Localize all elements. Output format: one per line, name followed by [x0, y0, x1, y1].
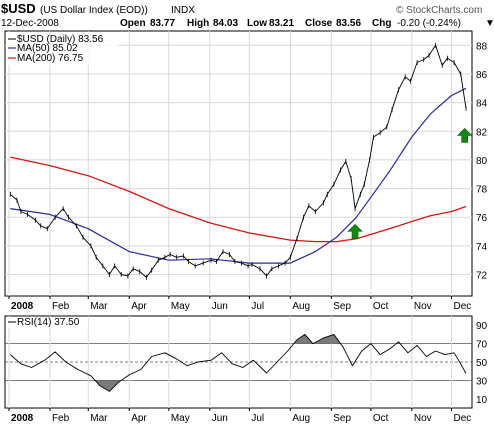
rsi-x-tick-label: May	[171, 413, 190, 424]
open-value: 83.77	[150, 18, 175, 29]
rsi-x-tick-label: Aug	[292, 413, 310, 424]
high-label: High	[187, 18, 209, 29]
exchange-label: INDX	[171, 5, 195, 16]
price-y-tick-label: 80	[476, 156, 488, 167]
up-arrow-icon	[347, 223, 363, 239]
price-x-tick-label: Jun	[212, 301, 228, 312]
change-value: -0.20 (-0.24%)	[397, 18, 461, 29]
legend-background	[6, 32, 118, 65]
price-x-tick-label: Sep	[333, 301, 351, 312]
price-x-tick-label: Jul	[251, 301, 264, 312]
rsi-x-tick-label: Nov	[414, 413, 432, 424]
quote-date: 12-Dec-2008	[1, 18, 59, 29]
rsi-x-tick-label: 2008	[11, 413, 34, 424]
open-label: Open	[120, 18, 146, 29]
rsi-y-tick-label: 90	[476, 321, 488, 332]
ma200-line	[10, 156, 467, 243]
price-y-tick-label: 78	[476, 185, 488, 196]
rsi-overbought-area	[293, 334, 313, 344]
price-x-axis: 2008 Feb Mar Apr May Jun Jul Aug Sep Oct Nov Dec	[8, 296, 471, 312]
rsi-x-tick-label: Mar	[90, 413, 108, 424]
price-x-tick-label: Dec	[453, 301, 471, 312]
price-y-tick-label: 76	[476, 213, 488, 224]
rsi-y-tick-label: 10	[476, 395, 488, 406]
price-x-tick-label: May	[171, 301, 190, 312]
low-value: 83.21	[269, 18, 294, 29]
rsi-y-tick-label: 70	[476, 340, 488, 351]
low-label: Low	[247, 18, 267, 29]
price-y-tick-label: 84	[476, 99, 488, 110]
legend-ma50-label: MA(50) 85.02	[17, 43, 78, 54]
price-y-tick-label: 88	[476, 41, 488, 52]
rsi-y-axis: 10 30 50 70 90	[476, 321, 488, 406]
rsi-x-tick-label: Apr	[131, 413, 147, 424]
price-y-axis: 72 74 76 78 80 82 84 86 88	[476, 41, 488, 281]
price-x-tick-label: Oct	[373, 301, 389, 312]
rsi-series-layer	[10, 333, 467, 392]
rsi-grid	[5, 316, 472, 408]
watermark-text: © StockCharts.com	[396, 5, 482, 16]
price-y-tick-label: 74	[476, 242, 488, 253]
price-grid	[5, 31, 472, 296]
rsi-x-tick-label: Feb	[52, 413, 70, 424]
rsi-panel: 10 30 50 70 90 2008 Feb Mar Apr May Jun Jul Aug Sep O…	[4, 315, 488, 424]
price-y-tick-label: 82	[476, 127, 488, 138]
change-label: Chg	[372, 18, 391, 29]
price-panel: 72 74 76 78 80 82 84 86 88 2008 Feb Mar Apr May Jun Ju…	[4, 30, 488, 312]
close-value: 83.56	[336, 18, 361, 29]
close-label: Close	[305, 18, 333, 29]
rsi-y-tick-label: 30	[476, 376, 488, 387]
index-name-label: (US Dollar Index (EOD))	[40, 5, 148, 16]
rsi-x-tick-label: Dec	[453, 413, 471, 424]
up-arrow-icon	[456, 127, 473, 143]
price-x-tick-label: Apr	[131, 301, 147, 312]
high-value: 84.03	[213, 18, 238, 29]
rsi-legend-background	[6, 317, 88, 328]
price-x-tick-label: Feb	[52, 301, 70, 312]
legend-price-label: $USD (Daily) 83.56	[17, 34, 104, 45]
rsi-overbought-area	[312, 334, 341, 344]
rsi-oversold-area	[95, 380, 122, 392]
rsi-legend-label: RSI(14) 37.50	[17, 317, 80, 328]
legend-ma200-label: MA(200) 76.75	[17, 53, 84, 64]
price-x-tick-label: Aug	[292, 301, 310, 312]
rsi-line	[10, 333, 467, 392]
rsi-x-tick-label: Oct	[373, 413, 389, 424]
rsi-x-tick-label: Jun	[212, 413, 228, 424]
symbol-label: $USD	[1, 1, 36, 16]
down-triangle-icon: ▼	[485, 18, 494, 29]
rsi-y-tick-label: 50	[476, 358, 488, 369]
rsi-x-axis: 2008 Feb Mar Apr May Jun Jul Aug Sep Oct Nov Dec	[8, 408, 471, 424]
annotation-layer	[347, 127, 473, 239]
price-x-tick-label: 2008	[11, 301, 34, 312]
rsi-x-tick-label: Sep	[333, 413, 351, 424]
price-legend: $USD (Daily) 83.56 MA(50) 85.02 MA(200) …	[6, 32, 118, 65]
price-y-tick-label: 72	[476, 271, 488, 282]
price-x-tick-label: Nov	[414, 301, 432, 312]
price-series-layer	[9, 42, 467, 280]
ma50-line	[10, 87, 467, 264]
price-x-tick-label: Mar	[90, 301, 108, 312]
price-panel-frame	[4, 30, 473, 297]
rsi-x-tick-label: Jul	[251, 413, 264, 424]
price-y-tick-label: 86	[476, 70, 488, 81]
